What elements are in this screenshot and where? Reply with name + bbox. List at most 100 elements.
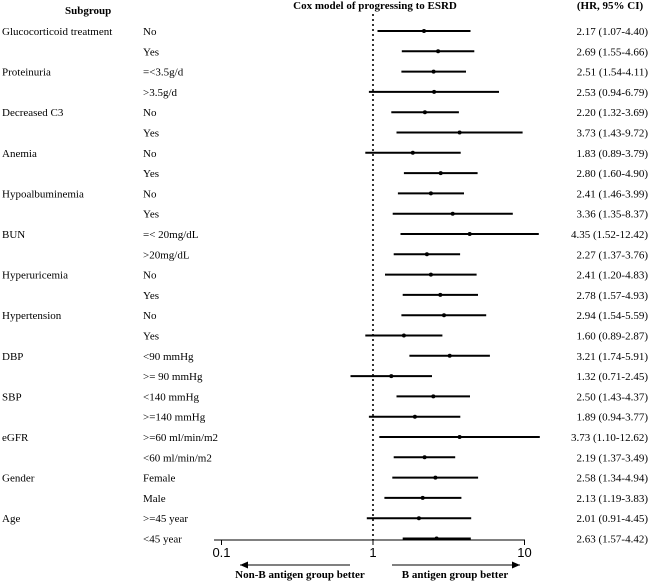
hr-ci-value: 1.89 (0.94-3.77) xyxy=(577,412,649,424)
hr-ci-value: 2.69 (1.55-4.66) xyxy=(577,46,649,58)
hr-point xyxy=(428,191,433,196)
hr-point xyxy=(432,89,437,94)
subgroup-level: No xyxy=(143,107,157,119)
subgroup-header: Subgroup xyxy=(65,5,111,17)
forest-row: <45 year 2.63 (1.57-4.42) xyxy=(143,534,648,546)
hr-point xyxy=(410,150,415,155)
hr-ci-value: 2.50 (1.43-4.37) xyxy=(577,391,649,403)
hr-ci-header: (HR, 95% CI) xyxy=(577,0,644,12)
subgroup-name: Anemia xyxy=(2,148,37,160)
forest-row: >3.5g/d 2.53 (0.94-6.79) xyxy=(143,87,648,99)
forest-row: BUN =< 20mg/dL 4.35 (1.52-12.42) xyxy=(2,229,648,241)
subgroup-level: No xyxy=(143,148,157,160)
hr-ci-value: 2.94 (1.54-5.59) xyxy=(577,310,649,322)
hr-ci-value: 2.20 (1.32-3.69) xyxy=(577,107,649,119)
hr-point xyxy=(438,292,443,297)
subgroup-level: >=140 mmHg xyxy=(143,412,206,424)
hr-point xyxy=(422,110,427,115)
subgroup-name: Glucocorticoid treatment xyxy=(2,26,112,38)
hr-ci-value: 2.63 (1.57-4.42) xyxy=(577,534,649,546)
subgroup-name: DBP xyxy=(2,351,23,363)
forest-row: >=140 mmHg 1.89 (0.94-3.77) xyxy=(143,412,648,424)
forest-row: Hypertension No 2.94 (1.54-5.59) xyxy=(2,310,648,322)
subgroup-name: BUN xyxy=(2,229,25,241)
footer-left: Non-B antigen group better xyxy=(235,569,365,581)
subgroup-level: =<3.5g/d xyxy=(143,67,184,79)
rows-layer: Glucocorticoid treatment No 2.17 (1.07-4.4… xyxy=(2,26,648,546)
subgroup-name: SBP xyxy=(2,391,22,403)
forest-row: Yes 3.73 (1.43-9.72) xyxy=(143,128,648,140)
hr-point xyxy=(420,495,425,500)
subgroup-level: Yes xyxy=(143,209,159,221)
x-axis-ticks: 0.1 1 10 xyxy=(212,540,532,560)
subgroup-level: No xyxy=(143,270,157,282)
hr-point xyxy=(424,252,429,257)
forest-row: Age >=45 year 2.01 (0.91-4.45) xyxy=(2,513,648,525)
forest-row: Gender Female 2.58 (1.34-4.94) xyxy=(2,473,648,485)
forest-row: Hypoalbuminemia No 2.41 (1.46-3.99) xyxy=(2,188,648,200)
subgroup-level: Female xyxy=(143,473,175,485)
hr-point xyxy=(457,130,462,135)
forest-row: Male 2.13 (1.19-3.83) xyxy=(143,493,648,505)
hr-point xyxy=(431,394,436,399)
forest-row: Hyperuricemia No 2.41 (1.20-4.83) xyxy=(2,270,648,282)
hr-point xyxy=(422,29,426,33)
hr-point xyxy=(431,69,436,74)
x-tick-label: 10 xyxy=(517,545,531,560)
forest-row: SBP <140 mmHg 2.50 (1.43-4.37) xyxy=(2,391,648,403)
subgroup-level: Male xyxy=(143,493,166,505)
hr-ci-value: 2.17 (1.07-4.40) xyxy=(577,26,649,38)
hr-ci-value: 2.53 (0.94-6.79) xyxy=(577,87,649,99)
hr-ci-value: 1.32 (0.71-2.45) xyxy=(577,371,649,383)
subgroup-level: <140 mmHg xyxy=(143,391,200,403)
subgroup-name: Hyperuricemia xyxy=(2,270,68,282)
hr-ci-value: 2.80 (1.60-4.90) xyxy=(577,168,649,180)
forest-row: <60 ml/min/m2 2.19 (1.37-3.49) xyxy=(143,452,648,464)
footer-right: B antigen group better xyxy=(402,569,509,581)
subgroup-level: =< 20mg/dL xyxy=(143,229,199,241)
hr-point xyxy=(428,272,433,277)
hr-ci-value: 2.51 (1.54-4.11) xyxy=(577,67,648,79)
forest-row: >20mg/dL 2.27 (1.37-3.76) xyxy=(143,249,648,261)
subgroup-level: Yes xyxy=(143,168,159,180)
forest-row: Yes 2.80 (1.60-4.90) xyxy=(143,168,648,180)
forest-row: DBP <90 mmHg 3.21 (1.74-5.91) xyxy=(2,351,648,363)
subgroup-level: >3.5g/d xyxy=(143,87,178,99)
x-tick-label: 0.1 xyxy=(212,545,230,560)
hr-ci-value: 2.58 (1.34-4.94) xyxy=(577,473,649,485)
hr-point xyxy=(447,353,452,358)
subgroup-level: Yes xyxy=(143,46,159,58)
right-arrow-icon xyxy=(512,561,520,569)
hr-ci-value: 2.41 (1.46-3.99) xyxy=(577,188,649,200)
hr-point xyxy=(442,313,446,318)
hr-point xyxy=(401,333,406,338)
subgroup-name: Hypertension xyxy=(2,310,62,322)
forest-row: Proteinuria =<3.5g/d 2.51 (1.54-4.11) xyxy=(2,67,648,79)
subgroup-level: Yes xyxy=(143,290,159,302)
forest-row: eGFR >=60 ml/min/m2 3.73 (1.10-12.62) xyxy=(2,432,648,444)
subgroup-name: Age xyxy=(2,513,20,525)
subgroup-level: No xyxy=(143,188,157,200)
subgroup-name: eGFR xyxy=(2,432,29,444)
hr-ci-value: 2.27 (1.37-3.76) xyxy=(577,249,649,261)
subgroup-level: Yes xyxy=(143,128,159,140)
subgroup-level: >20mg/dL xyxy=(143,249,190,261)
forest-row: Yes 3.36 (1.35-8.37) xyxy=(143,209,648,221)
chart-title: Cox model of progressing to ESRD xyxy=(293,0,457,12)
hr-ci-value: 3.73 (1.10-12.62) xyxy=(571,432,648,444)
subgroup-name: Gender xyxy=(2,473,35,485)
subgroup-name: Proteinuria xyxy=(2,67,51,79)
hr-ci-value: 3.36 (1.35-8.37) xyxy=(577,209,649,221)
subgroup-level: >=45 year xyxy=(143,513,188,525)
forest-row: Decreased C3 No 2.20 (1.32-3.69) xyxy=(2,107,648,119)
x-tick-label: 1 xyxy=(369,545,376,560)
subgroup-level: Yes xyxy=(143,331,159,343)
hr-ci-value: 1.83 (0.89-3.79) xyxy=(577,148,649,160)
hr-ci-value: 4.35 (1.52-12.42) xyxy=(571,229,648,241)
subgroup-level: >= 90 mmHg xyxy=(143,371,203,383)
hr-ci-value: 3.21 (1.74-5.91) xyxy=(577,351,649,363)
hr-ci-value: 2.01 (0.91-4.45) xyxy=(577,513,649,525)
hr-point xyxy=(412,414,417,419)
forest-row: Yes 2.69 (1.55-4.66) xyxy=(143,46,648,58)
subgroup-level: <90 mmHg xyxy=(143,351,194,363)
